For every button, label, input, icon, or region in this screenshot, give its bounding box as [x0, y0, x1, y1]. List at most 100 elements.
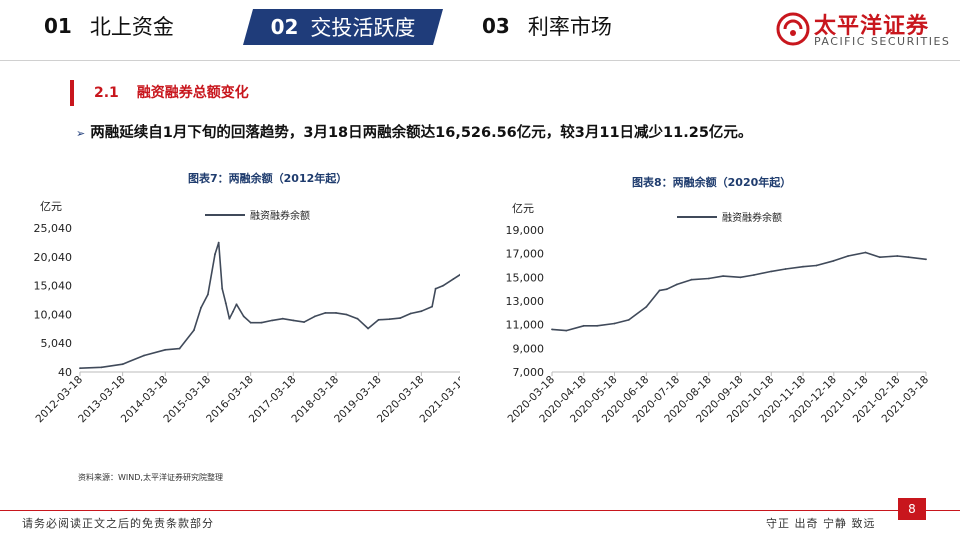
- data-point: [431, 305, 433, 308]
- y-tick-label: 15,000: [506, 271, 545, 284]
- y-tick-label: 17,000: [506, 248, 545, 261]
- data-source-note: 资料来源：WIND,太平洋证券研究院整理: [78, 473, 223, 482]
- y-tick-label: 10,040: [34, 308, 73, 321]
- nav-label: 北上资金: [89, 15, 174, 39]
- data-point: [784, 268, 787, 270]
- footer-divider: [0, 510, 960, 511]
- data-point: [707, 277, 710, 280]
- data-point: [739, 276, 742, 279]
- bullet-text: 两融延续自1月下旬的回落趋势，3月18日两融余额达16,526.56亿元，较3月…: [90, 125, 753, 141]
- y-tick-label: 40: [58, 366, 72, 379]
- chart7-balance-since-2012: 亿元融资融券余额25,04020,04015,04010,0405,040402…: [33, 200, 460, 425]
- chart8-title: 图表8：两融余额（2020年起）: [632, 176, 792, 189]
- y-axis-unit-label: 亿元: [512, 202, 534, 215]
- data-point: [200, 306, 202, 309]
- data-point: [207, 293, 209, 296]
- data-point: [193, 329, 195, 332]
- data-point: [832, 259, 835, 262]
- nav-item-trading-activity[interactable]: 02 交投活跃度: [243, 9, 443, 45]
- data-point: [242, 315, 245, 318]
- data-point: [235, 303, 238, 306]
- section-marker: [70, 80, 74, 106]
- data-point: [434, 287, 437, 290]
- section-number: 2.1: [94, 85, 119, 101]
- top-navigation: 01 北上资金 02 交投活跃度 03 利率市场 太平洋证券 PACIFIC S…: [0, 0, 960, 56]
- nav-item-rate-market[interactable]: 03 利率市场: [482, 6, 612, 46]
- data-point: [676, 283, 678, 286]
- data-point: [79, 367, 81, 370]
- chart7-title: 图表7：两融余额（2012年起）: [188, 172, 348, 185]
- data-point: [658, 289, 661, 292]
- data-point: [249, 321, 252, 324]
- data-point: [420, 310, 423, 313]
- y-axis-unit-label: 亿元: [40, 200, 62, 213]
- header-divider: [0, 60, 960, 61]
- nav-label: 利率市场: [527, 15, 612, 39]
- y-tick-label: 15,040: [34, 280, 73, 293]
- data-point: [409, 312, 412, 315]
- data-point: [399, 317, 401, 319]
- logo-text-cn: 太平洋证券: [814, 14, 930, 39]
- data-point: [281, 317, 284, 320]
- nav-label: 交投活跃度: [310, 16, 416, 40]
- data-point: [815, 264, 818, 267]
- data-point: [665, 288, 668, 291]
- legend-label: 融资融券余额: [722, 211, 782, 224]
- data-point: [313, 315, 316, 318]
- data-point: [164, 348, 167, 351]
- data-point: [260, 321, 263, 324]
- y-tick-label: 7,000: [513, 366, 545, 379]
- data-point: [335, 312, 337, 314]
- y-tick-label: 11,000: [506, 319, 545, 332]
- nav-num: 03: [482, 14, 510, 38]
- nav-num: 01: [44, 14, 72, 38]
- data-point: [324, 312, 327, 314]
- data-point: [100, 366, 103, 369]
- data-point: [221, 287, 224, 290]
- y-tick-label: 5,040: [41, 337, 73, 350]
- data-point: [802, 265, 804, 268]
- data-point: [178, 347, 181, 350]
- data-point: [596, 324, 598, 327]
- series-line-balance: [551, 251, 927, 332]
- data-point: [367, 327, 369, 330]
- data-point: [377, 318, 380, 321]
- data-point: [722, 275, 724, 277]
- legend-label: 融资融券余额: [250, 209, 310, 222]
- data-point: [770, 270, 773, 273]
- data-point: [645, 306, 648, 308]
- data-point: [565, 329, 568, 332]
- page-number: 8: [898, 498, 926, 520]
- bullet-arrow-icon: ➢: [76, 127, 86, 140]
- data-point: [627, 319, 630, 321]
- nav-item-north-capital[interactable]: 01 北上资金: [44, 6, 174, 46]
- logo-text-en: PACIFIC SECURITIES: [814, 35, 951, 48]
- y-tick-label: 20,040: [34, 251, 73, 264]
- company-motto: 守正 出奇 宁静 致远: [766, 517, 876, 530]
- data-point: [847, 255, 849, 257]
- data-point: [864, 251, 867, 254]
- logo-icon: [776, 12, 810, 46]
- data-point: [303, 321, 305, 323]
- data-point: [224, 302, 227, 304]
- data-point: [143, 354, 145, 357]
- data-point: [292, 319, 295, 322]
- data-point: [879, 256, 881, 259]
- summary-bullet: ➢ 两融延续自1月下旬的回落趋势，3月18日两融余额达16,526.56亿元，较…: [76, 121, 752, 142]
- data-point: [121, 363, 124, 366]
- data-point: [690, 278, 693, 281]
- data-point: [925, 258, 927, 261]
- data-point: [271, 319, 274, 322]
- data-point: [613, 322, 616, 325]
- data-point: [551, 328, 553, 331]
- y-tick-label: 13,000: [506, 295, 545, 308]
- disclaimer-note: 请务必阅读正文之后的免责条款部分: [22, 517, 214, 530]
- data-point: [228, 317, 231, 320]
- nav-num: 02: [270, 15, 299, 39]
- section-title: 2.1 融资融券总额变化: [94, 82, 249, 102]
- data-point: [896, 255, 899, 257]
- series-line-balance: [79, 241, 460, 369]
- data-point: [442, 284, 444, 287]
- y-tick-label: 25,040: [34, 222, 73, 235]
- y-tick-label: 19,000: [506, 224, 545, 237]
